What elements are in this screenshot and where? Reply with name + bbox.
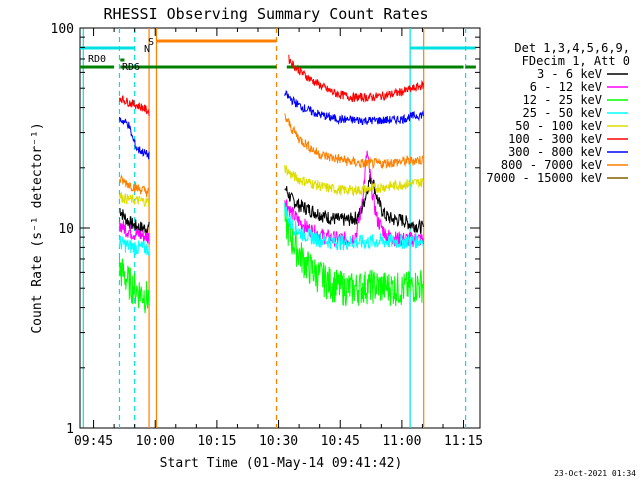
x-tick-label: 10:30 <box>259 434 298 449</box>
legend-entry-label: 3 - 6 keV <box>537 67 602 81</box>
x-tick-label: 10:15 <box>197 434 236 449</box>
series-line <box>119 217 150 245</box>
y-axis-ticks: 1 10 100 <box>51 22 480 437</box>
flag-label-rd6: RD6 <box>122 62 140 73</box>
y-tick-label: 10 <box>58 222 74 237</box>
x-tick-label: 10:00 <box>136 434 175 449</box>
vertical-markers <box>82 28 467 428</box>
legend-entry-label: 25 - 50 keV <box>523 106 602 120</box>
series-line <box>119 236 150 256</box>
series-line <box>284 202 424 251</box>
x-axis-ticks: 09:45 10:00 10:15 10:30 10:45 11:00 11:15 <box>74 28 483 449</box>
timestamp: 23-Oct-2021 01:34 <box>554 469 636 478</box>
legend-entry-label: 12 - 25 keV <box>523 93 602 107</box>
series-line <box>119 257 150 314</box>
legend-entry-label: 800 - 7000 keV <box>501 158 602 172</box>
series-lines <box>119 54 424 314</box>
y-axis-label: Count Rate (s⁻¹ detector⁻¹) <box>30 122 45 333</box>
series-line <box>119 116 150 160</box>
x-tick-label: 10:45 <box>321 434 360 449</box>
flag-label-rd0: RD0 <box>88 54 106 65</box>
y-tick-label: 100 <box>51 22 74 37</box>
legend-header: FDecim 1, Att 0 <box>522 54 630 68</box>
x-axis-label: Start Time (01-May-14 09:41:42) <box>160 456 403 471</box>
series-line <box>119 207 150 236</box>
series-line <box>284 113 424 170</box>
series-line <box>119 95 150 116</box>
series-line <box>288 54 424 103</box>
x-tick-label: 11:15 <box>444 434 483 449</box>
chart-title: RHESSI Observing Summary Count Rates <box>103 5 428 23</box>
y-tick-label: 1 <box>66 422 74 437</box>
series-line <box>284 164 424 197</box>
legend-entry-label: 6 - 12 keV <box>530 80 602 94</box>
legend-entry-label: 7000 - 15000 keV <box>486 171 602 185</box>
series-line <box>284 204 424 307</box>
orbit-flags: RD0 RD6 NS <box>80 37 476 73</box>
x-tick-label: 09:45 <box>74 434 113 449</box>
legend-entry-label: 50 - 100 keV <box>515 119 602 133</box>
flag-label-n: N <box>144 44 150 55</box>
legend-entry-label: 300 - 800 keV <box>508 145 602 159</box>
series-line <box>119 192 150 207</box>
legend-entry-label: 100 - 300 keV <box>508 132 602 146</box>
legend: Det 1,3,4,5,6,9,FDecim 1, Att 03 - 6 keV… <box>486 41 630 185</box>
flag-label-s: S <box>148 37 154 48</box>
x-tick-label: 11:00 <box>382 434 421 449</box>
legend-header: Det 1,3,4,5,6,9, <box>514 41 630 55</box>
series-line <box>284 150 424 247</box>
series-line <box>284 173 424 235</box>
series-line <box>119 174 150 197</box>
series-line <box>284 90 424 126</box>
